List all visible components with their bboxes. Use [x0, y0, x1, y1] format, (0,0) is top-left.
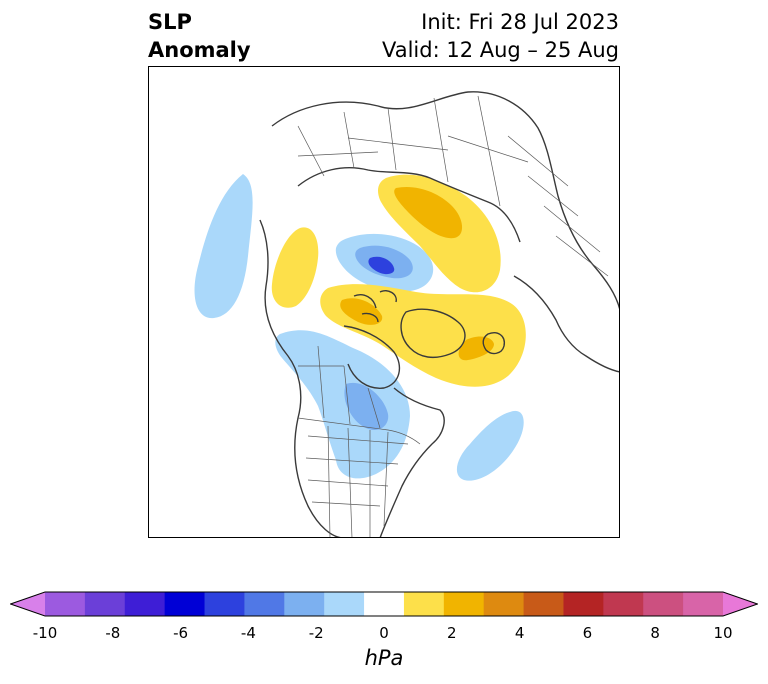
colorbar-bin: [244, 592, 285, 616]
political-borders: [297, 95, 609, 538]
colorbar-bin: [284, 592, 325, 616]
coastline-uk-iceland: [482, 332, 505, 355]
init-date: Init: Fri 28 Jul 2023: [421, 10, 619, 34]
colorbar-bin: [164, 592, 206, 616]
colorbar-bin: [403, 592, 445, 616]
negative-anomaly-arctic-core: [368, 256, 395, 275]
negative-anomaly-atlantic: [456, 410, 524, 481]
colorbar-bin: [45, 592, 86, 616]
colorbar-unit-label: hPa: [364, 646, 404, 670]
chart-title-variable: SLP Anomaly: [148, 8, 251, 64]
slp-anomaly-map: [148, 66, 620, 538]
coastline-canadian-archipelago: [353, 290, 397, 323]
colorbar-tick-label: -4: [240, 624, 256, 642]
colorbar-tick-label: -6: [173, 624, 189, 642]
colorbar-tick-label: -2: [308, 624, 324, 642]
colorbar-tick-label: 2: [447, 624, 457, 642]
colorbar-tick-label: 6: [582, 624, 593, 642]
colorbar-bin: [643, 592, 684, 616]
colorbar-tick-label: 8: [650, 624, 660, 642]
positive-anomaly-siberia-core: [394, 186, 463, 239]
colorbar-bin: [523, 592, 564, 616]
title-variable-line2: Anomaly: [148, 38, 251, 62]
border-canada-provinces: [298, 345, 381, 429]
positive-anomaly-greenland-core: [458, 336, 494, 361]
positive-anomaly-canada-core: [340, 298, 383, 325]
coastline-north-america: [259, 219, 345, 538]
colorbar-bin: [324, 592, 365, 616]
map-frame: [148, 66, 620, 538]
colorbar-bin: [84, 592, 126, 616]
border-us-states: [305, 425, 409, 538]
coastline-siberia-arctic: [297, 167, 521, 243]
colorbar-tick-label: -8: [105, 624, 121, 642]
coastline-europe: [513, 275, 620, 373]
coastline-greenland: [400, 308, 466, 359]
colorbar: [10, 591, 758, 617]
colorbar-bin: [443, 592, 485, 616]
colorbar-bin: [563, 592, 604, 616]
border-eurasia-countries: [297, 95, 609, 277]
colorbar-tick-label: 0: [379, 624, 389, 642]
coastline-east-coast: [379, 387, 445, 538]
border-us-canada: [297, 417, 421, 445]
chart-title-dates: Init: Fri 28 Jul 2023 Valid: 12 Aug – 25…: [382, 8, 619, 64]
colorbar-tick-label: 10: [713, 624, 733, 642]
negative-anomaly-pacific: [194, 174, 253, 319]
colorbar-outline: [10, 591, 758, 617]
colorbar-bin: [124, 592, 166, 616]
colorbar-extend-min: [10, 592, 45, 616]
colorbar-bin: [603, 592, 644, 616]
coastline-hudson-bay: [343, 325, 401, 389]
colorbar-extend-max: [723, 592, 758, 616]
title-variable-line1: SLP: [148, 10, 192, 34]
colorbar-tick-label: 4: [514, 624, 525, 642]
colorbar-bin: [483, 592, 525, 616]
colorbar-bin: [204, 592, 245, 616]
positive-anomaly-alaska: [271, 227, 319, 308]
colorbar-bin: [364, 592, 405, 616]
colorbar-segments: [10, 592, 758, 616]
valid-range: Valid: 12 Aug – 25 Aug: [381, 38, 619, 62]
colorbar-bin: [683, 592, 724, 616]
colorbar-tick-label: -10: [32, 624, 58, 642]
